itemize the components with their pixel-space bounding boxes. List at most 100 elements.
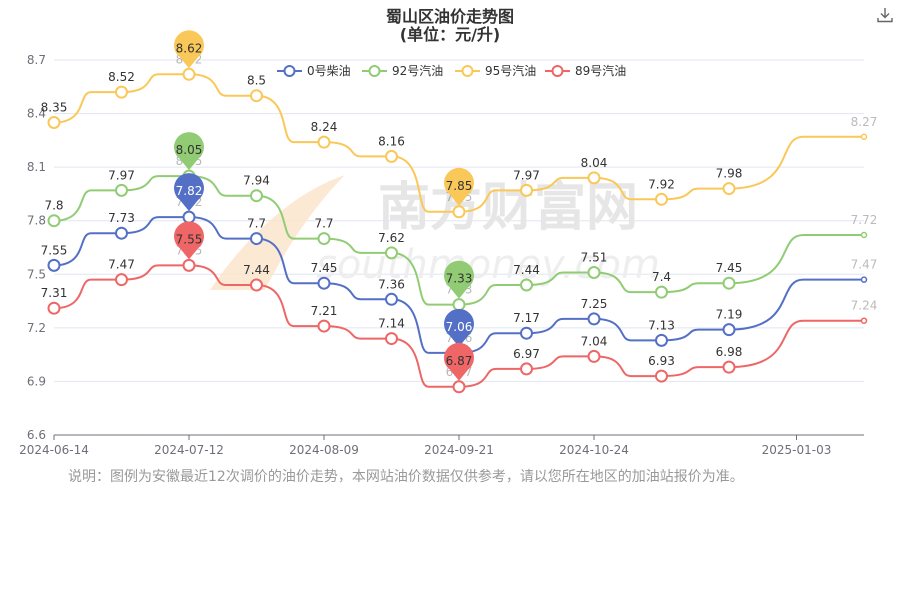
data-label: 7.24 [851, 299, 878, 313]
extreme-pin: 7.85 [444, 167, 474, 206]
data-point [587, 266, 601, 279]
legend[interactable]: 0号柴油 92号汽油 95号汽油 89号汽油 [277, 63, 626, 78]
legend-marker [283, 65, 296, 77]
data-point [860, 317, 868, 324]
x-tick-label: 2024-07-12 [154, 443, 224, 457]
data-label: 7.4 [652, 270, 671, 284]
data-point [520, 362, 533, 376]
data-point [722, 182, 736, 196]
data-label: 6.97 [513, 347, 540, 361]
data-label: 8.24 [311, 120, 338, 134]
chart-subtitle: (单位：元/升) [399, 25, 501, 44]
data-point [317, 135, 331, 149]
x-tick-label: 2024-08-09 [289, 443, 359, 457]
data-point [317, 319, 331, 333]
pin-label: 8.62 [176, 41, 203, 55]
pin-label: 8.05 [176, 143, 203, 157]
data-point [587, 349, 601, 363]
data-point [250, 232, 263, 246]
legend-item-3[interactable]: 89号汽油 [545, 63, 626, 78]
watermark-text-cn: 南方财富网 [378, 177, 638, 238]
series-lines [47, 67, 868, 394]
data-label: 7.94 [243, 174, 270, 188]
chart-title: 蜀山区油价走势图 [385, 7, 514, 26]
series-line-2 [53, 73, 864, 213]
legend-item-2[interactable]: 95号汽油 [455, 63, 536, 78]
data-point [722, 360, 736, 374]
data-point [655, 192, 668, 206]
series-line-3 [53, 264, 864, 388]
data-label: 8.27 [851, 115, 878, 129]
data-point [722, 323, 736, 337]
data-label: 7.8 [44, 199, 63, 213]
disclaimer-note: 说明：图例为安徽最近12次调价的油价走势，本网站油价数据仅供参考，请以您所在地区… [68, 469, 744, 485]
data-label: 7.21 [311, 304, 338, 318]
pin-marker [174, 173, 204, 212]
data-point [860, 276, 868, 283]
data-label: 6.93 [648, 354, 675, 368]
data-label: 8.35 [41, 101, 68, 115]
y-tick-label: 8.7 [27, 53, 46, 67]
data-label: 7.51 [581, 251, 608, 265]
pin-marker [174, 221, 204, 260]
x-tick-label: 2024-10-24 [559, 443, 629, 457]
extreme-pin: 6.87 [444, 342, 475, 381]
data-label: 6.98 [716, 345, 743, 359]
data-label: 7.62 [378, 231, 405, 245]
extreme-pin: 7.06 [444, 308, 475, 347]
data-point [860, 231, 868, 239]
pin-label: 7.82 [176, 184, 203, 198]
extreme-pin: 7.33 [444, 260, 475, 299]
data-point [47, 116, 61, 129]
y-tick-label: 7.8 [27, 214, 46, 228]
data-label: 7.04 [581, 334, 608, 348]
data-point [587, 312, 601, 326]
data-point [520, 278, 533, 292]
y-tick-label: 6.6 [27, 428, 46, 442]
download-icon[interactable] [876, 6, 894, 24]
legend-label: 0号柴油 [307, 64, 351, 78]
data-point [182, 210, 196, 224]
pin-marker [444, 260, 475, 299]
x-tick-label: 2024-09-21 [424, 443, 494, 457]
legend-item-0[interactable]: 0号柴油 [277, 64, 351, 78]
legend-label: 92号汽油 [392, 63, 443, 78]
data-point [182, 67, 196, 81]
data-point [452, 380, 466, 394]
data-point [47, 258, 61, 272]
data-point [250, 278, 263, 292]
series-line-0 [53, 216, 864, 354]
data-point [722, 276, 736, 290]
data-label: 8.04 [581, 156, 608, 170]
data-point [655, 285, 668, 299]
pin-label: 7.33 [446, 272, 473, 286]
data-point [250, 189, 263, 203]
data-point [385, 149, 398, 163]
legend-label: 95号汽油 [485, 63, 536, 78]
axes: 6.6 6.9 7.2 7.5 7.8 8.1 8.4 8.7 2024-06-14 2024-0… [19, 53, 864, 457]
data-point [115, 183, 128, 197]
data-point [587, 171, 601, 185]
data-point [317, 276, 331, 290]
y-tick-label: 8.4 [27, 107, 46, 121]
data-point [452, 205, 466, 219]
data-label: 7.92 [648, 177, 675, 191]
pin-label: 6.87 [446, 354, 473, 368]
data-label: 7.73 [108, 211, 135, 225]
x-tick-label: 2024-06-14 [19, 443, 89, 457]
data-label: 7.17 [513, 311, 540, 325]
pin-label: 7.06 [446, 320, 473, 334]
data-label: 7.72 [851, 213, 878, 227]
y-tick-label: 8.1 [27, 160, 46, 174]
data-label: 7.31 [41, 286, 68, 300]
legend-item-1[interactable]: 92号汽油 [362, 63, 443, 78]
pin-label: 7.55 [176, 232, 203, 246]
data-label: 7.36 [378, 277, 405, 291]
data-label: 7.45 [716, 261, 743, 275]
data-label: 7.98 [716, 167, 743, 181]
data-label: 8.5 [247, 74, 266, 88]
data-label: 7.44 [513, 263, 540, 277]
data-label: 8.16 [378, 134, 405, 148]
data-point [655, 333, 668, 347]
data-label: 7.19 [716, 308, 743, 322]
